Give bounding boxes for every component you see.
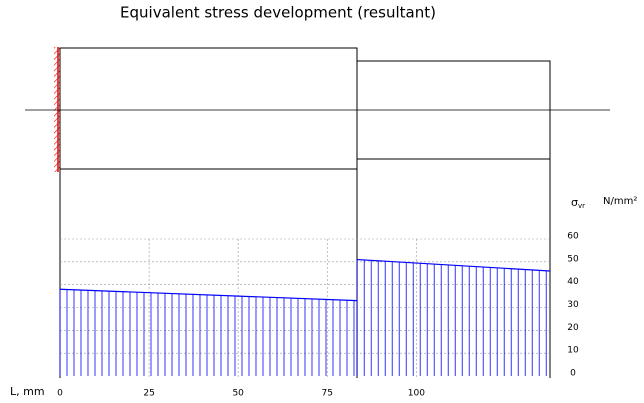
y-axis-label: σvr bbox=[571, 196, 585, 210]
stress-line bbox=[59, 288, 358, 302]
x-tick-label: 0 bbox=[57, 389, 63, 399]
x-axis-label: L, mm bbox=[10, 385, 45, 398]
x-tick-label: 25 bbox=[143, 389, 154, 399]
y-tick-label: 50 bbox=[567, 254, 579, 264]
shaft-section bbox=[59, 47, 358, 170]
y-axis-subscript: vr bbox=[578, 202, 585, 210]
y-tick-label: 20 bbox=[567, 323, 579, 333]
y-tick-label: 10 bbox=[567, 346, 579, 356]
y-axis-symbol: σ bbox=[571, 196, 578, 209]
y-unit: N/mm² bbox=[603, 196, 637, 207]
shaft bbox=[25, 47, 610, 378]
y-tick-label: 30 bbox=[567, 300, 579, 310]
x-tick-label: 75 bbox=[322, 389, 333, 399]
y-tick-label: 60 bbox=[567, 232, 579, 242]
y-tick-label: 40 bbox=[567, 277, 579, 287]
stress-line bbox=[357, 258, 551, 272]
y-tick-label: 0 bbox=[570, 369, 576, 379]
x-tick-label: 100 bbox=[408, 389, 425, 399]
x-tick-label: 50 bbox=[232, 389, 244, 399]
chart-title: Equivalent stress development (resultant… bbox=[120, 4, 436, 22]
wall bbox=[54, 47, 60, 172]
